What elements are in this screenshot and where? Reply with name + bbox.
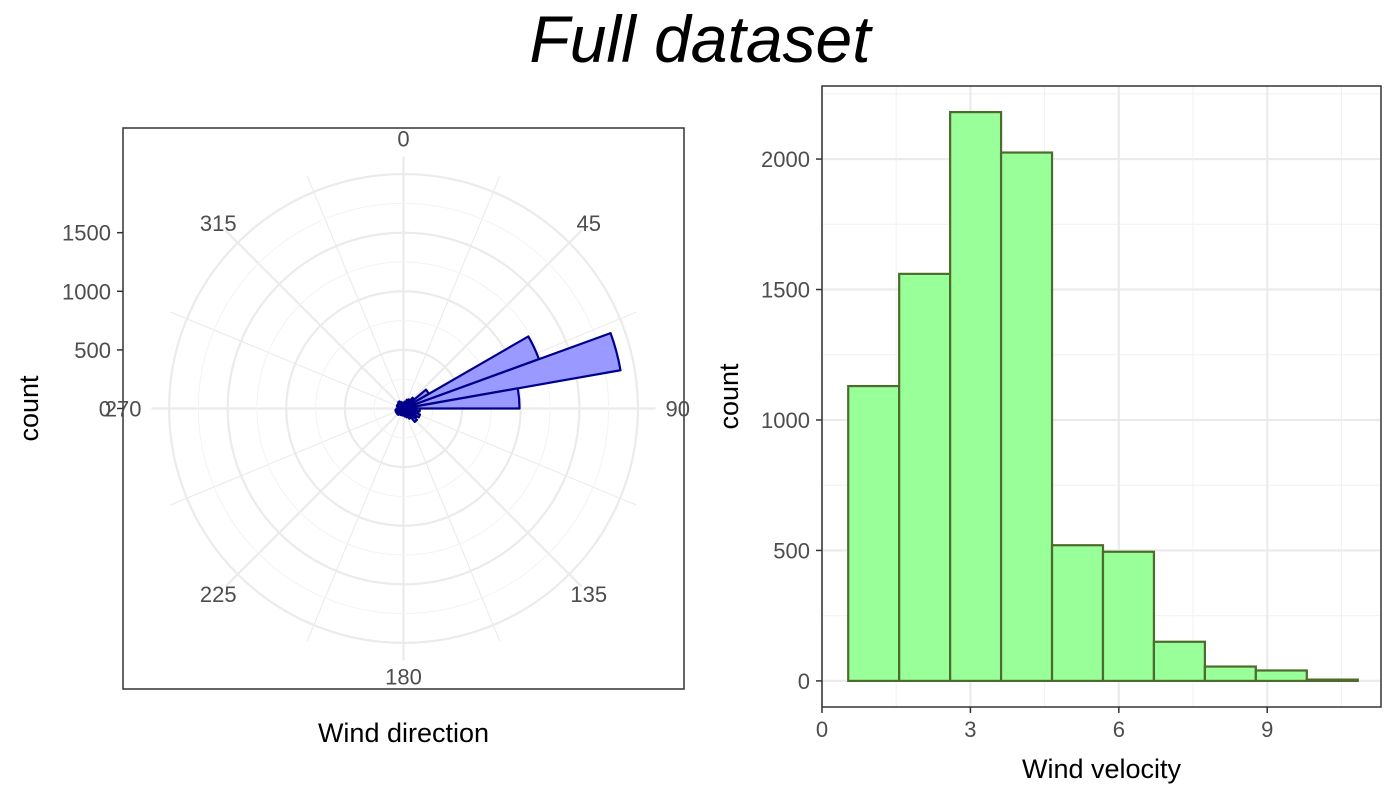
histogram-x-axis: 0 3 6 9 <box>816 707 1273 742</box>
polar-y-axis-title: count <box>14 375 44 442</box>
histogram-y-tick-label: 500 <box>773 538 810 563</box>
polar-radial-tick-label: 500 <box>74 338 111 363</box>
polar-radial-tick-label: 1500 <box>62 221 111 246</box>
histogram-panel-border <box>821 85 1382 708</box>
polar-grid-circle <box>226 231 581 586</box>
histogram-bar <box>1254 669 1308 683</box>
page-title: Full dataset <box>529 2 871 76</box>
polar-radial-tick-label: 0 <box>99 397 111 422</box>
polar-angle-labels: 0 45 90 135 180 225 270 315 <box>105 127 690 690</box>
histogram-bar <box>1152 640 1206 683</box>
histogram-bar <box>1050 544 1105 683</box>
polar-radial-tick-label: 1000 <box>62 279 111 304</box>
polar-spoke <box>402 407 583 588</box>
histogram-bar <box>1101 550 1156 683</box>
histogram-bars <box>847 110 1359 683</box>
polar-angle-label: 45 <box>577 211 601 236</box>
polar-bar <box>401 401 405 410</box>
polar-spoke <box>402 408 501 642</box>
histogram-bar <box>949 110 1003 683</box>
polar-grid-circle-minor <box>256 261 551 556</box>
polar-angle-label: 90 <box>666 397 690 422</box>
histogram-y-tick-label: 1500 <box>761 278 810 303</box>
polar-grid-circle <box>167 172 640 645</box>
histogram-bar <box>898 272 952 683</box>
histogram-y-tick-label: 1000 <box>761 408 810 433</box>
histogram-bar <box>1305 678 1359 683</box>
polar-angle-label: 225 <box>200 582 237 607</box>
polar-bar <box>402 387 521 410</box>
polar-spoke <box>402 229 583 410</box>
polar-angle-label: 180 <box>385 665 422 690</box>
polar-x-axis-title: Wind direction <box>318 718 489 748</box>
polar-bar <box>402 332 622 410</box>
histogram-bar <box>999 151 1054 683</box>
histogram-x-tick-label: 0 <box>816 717 828 742</box>
histogram-x-axis-title: Wind velocity <box>1022 754 1182 784</box>
polar-grid-circle <box>285 290 522 527</box>
polar-spoke <box>224 229 405 410</box>
histogram-x-tick-label: 6 <box>1113 717 1125 742</box>
histogram-y-tick-label: 2000 <box>761 147 810 172</box>
polar-angle-label: 135 <box>570 582 607 607</box>
histogram-x-tick-label: 3 <box>964 717 976 742</box>
wind-direction-polar-chart: 0 45 90 135 180 225 270 315 0 500 1000 1500 Wind d… <box>14 127 690 749</box>
polar-angle-label: 0 <box>397 127 409 152</box>
polar-spoke <box>306 408 405 642</box>
polar-spoke <box>224 407 405 588</box>
histogram-bar <box>847 384 901 683</box>
histogram-bar <box>1203 665 1257 683</box>
polar-spoke <box>170 311 404 410</box>
polar-spoke <box>402 175 501 409</box>
histogram-y-axis: 0 500 1000 1500 2000 <box>761 147 822 694</box>
polar-angle-label: 270 <box>105 397 142 422</box>
polar-spoke <box>170 407 404 506</box>
polar-grid-circle-minor <box>197 202 610 615</box>
polar-bars <box>394 332 622 424</box>
polar-spoke <box>306 175 405 409</box>
histogram-y-axis-title: count <box>714 363 744 430</box>
polar-spoke <box>403 407 637 506</box>
histogram-y-tick-label: 0 <box>798 669 810 694</box>
polar-angle-label: 315 <box>200 211 237 236</box>
wind-velocity-histogram: 0 3 6 9 0 500 1000 1500 2000 Wind velocity coun… <box>714 85 1382 784</box>
polar-grid <box>151 156 656 661</box>
polar-radial-axis: 0 500 1000 1500 <box>62 221 123 422</box>
histogram-x-tick-label: 9 <box>1261 717 1273 742</box>
